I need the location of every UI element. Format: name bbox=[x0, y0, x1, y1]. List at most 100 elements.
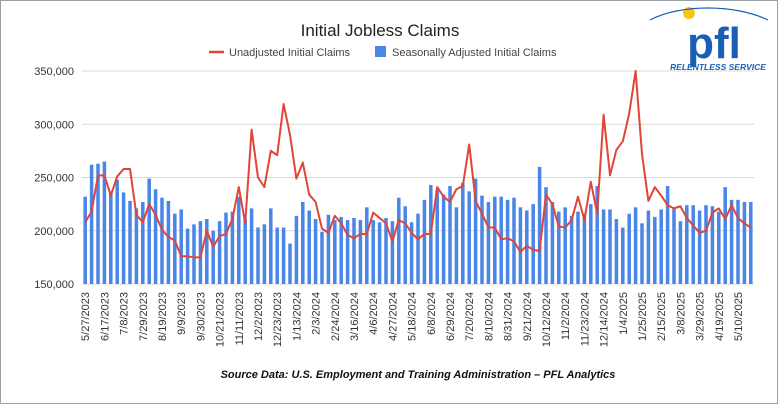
logo-dot-icon bbox=[683, 7, 695, 19]
y-tick-label: 200,000 bbox=[34, 226, 74, 238]
bar-seasonally-adjusted bbox=[173, 213, 177, 284]
bar-seasonally-adjusted bbox=[409, 222, 414, 284]
bar-seasonally-adjusted bbox=[320, 231, 324, 284]
x-tick-label: 9/9/2023 bbox=[176, 292, 188, 335]
bar-seasonally-adjusted bbox=[217, 221, 222, 284]
x-tick-label: 1/13/2024 bbox=[291, 292, 303, 341]
bar-seasonally-adjusted bbox=[704, 205, 708, 284]
bar-seasonally-adjusted bbox=[742, 201, 747, 284]
bar-seasonally-adjusted bbox=[518, 207, 523, 284]
x-tick-label: 12/23/2023 bbox=[272, 292, 284, 347]
bar-seasonally-adjusted bbox=[563, 207, 567, 284]
bar-seasonally-adjusted bbox=[685, 205, 689, 284]
y-tick-label: 250,000 bbox=[34, 173, 74, 185]
bar-seasonally-adjusted bbox=[608, 209, 612, 284]
bar-seasonally-adjusted bbox=[544, 187, 548, 284]
bar-seasonally-adjusted bbox=[109, 191, 113, 284]
bar-seasonally-adjusted bbox=[192, 224, 196, 284]
bar-seasonally-adjusted bbox=[237, 196, 241, 284]
bar-seasonally-adjusted bbox=[313, 219, 318, 284]
bar-seasonally-adjusted bbox=[205, 219, 209, 284]
logo-wordmark: pfl bbox=[687, 19, 741, 68]
x-tick-label: 4/19/2025 bbox=[714, 292, 726, 341]
bar-seasonally-adjusted bbox=[448, 186, 452, 284]
bar-seasonally-adjusted bbox=[288, 243, 292, 284]
bar-seasonally-adjusted bbox=[397, 197, 401, 284]
bar-seasonally-adjusted bbox=[582, 213, 587, 284]
bar-seasonally-adjusted bbox=[121, 192, 126, 284]
bar-seasonally-adjusted bbox=[557, 211, 561, 284]
legend-bar-swatch bbox=[375, 46, 386, 57]
bar-seasonally-adjusted bbox=[281, 227, 286, 284]
bar-seasonally-adjusted bbox=[736, 199, 740, 284]
bar-seasonally-adjusted bbox=[537, 166, 542, 284]
bar-seasonally-adjusted bbox=[467, 191, 471, 284]
x-axis: 5/27/2023 6/17/2023 7/8/2023 7/29/2023 8/19/… bbox=[80, 292, 745, 347]
bar-seasonally-adjusted bbox=[275, 227, 279, 284]
bar-seasonally-adjusted bbox=[621, 227, 625, 284]
x-tick-label: 7/20/2024 bbox=[464, 292, 476, 341]
bar-seasonally-adjusted bbox=[435, 189, 439, 284]
bar-seasonally-adjusted bbox=[505, 199, 510, 284]
x-tick-label: 12/2/2023 bbox=[253, 292, 265, 341]
bar-seasonally-adjusted bbox=[525, 210, 529, 284]
y-axis: 150,000 200,000 250,000 300,000 350,000 bbox=[34, 66, 74, 291]
x-tick-label: 2/24/2024 bbox=[330, 292, 342, 341]
bar-seasonally-adjusted bbox=[301, 201, 305, 284]
bar-seasonally-adjusted bbox=[307, 210, 311, 284]
bar-seasonally-adjusted bbox=[160, 197, 164, 284]
bar-seasonally-adjusted bbox=[230, 211, 235, 284]
bar-seasonally-adjusted bbox=[269, 208, 273, 284]
x-tick-label: 11/11/2023 bbox=[234, 292, 246, 345]
x-tick-label: 5/27/2023 bbox=[80, 292, 92, 341]
bar-seasonally-adjusted bbox=[627, 213, 631, 284]
bar-seasonally-adjusted bbox=[333, 220, 337, 284]
bar-seasonally-adjusted bbox=[294, 215, 299, 284]
legend-unadjusted-label: Unadjusted Initial Claims bbox=[229, 47, 351, 59]
bar-seasonally-adjusted bbox=[147, 178, 151, 284]
bar-seasonally-adjusted bbox=[659, 209, 663, 284]
bar-seasonally-adjusted bbox=[326, 214, 331, 284]
bar-seasonally-adjusted bbox=[480, 195, 484, 284]
bar-seasonally-adjusted bbox=[441, 194, 446, 284]
bar-seasonally-adjusted bbox=[710, 206, 715, 284]
x-tick-label: 3/8/2025 bbox=[675, 292, 687, 335]
legend: Unadjusted Initial Claims Seasonally Adj… bbox=[209, 46, 557, 59]
bar-seasonally-adjusted bbox=[749, 201, 753, 284]
bar-seasonally-adjusted bbox=[633, 207, 638, 284]
bar-seasonally-adjusted bbox=[422, 199, 427, 284]
bar-seasonally-adjusted bbox=[729, 199, 734, 284]
x-tick-label: 6/8/2024 bbox=[426, 292, 438, 335]
bar-series bbox=[83, 161, 753, 284]
x-tick-label: 9/30/2023 bbox=[195, 292, 207, 341]
y-tick-label: 150,000 bbox=[34, 279, 74, 291]
bar-seasonally-adjusted bbox=[589, 204, 593, 284]
bar-seasonally-adjusted bbox=[717, 211, 721, 284]
x-tick-label: 1/25/2025 bbox=[637, 292, 649, 341]
x-tick-label: 9/21/2024 bbox=[522, 292, 534, 341]
bar-seasonally-adjusted bbox=[198, 221, 203, 284]
x-tick-label: 4/6/2024 bbox=[368, 292, 380, 335]
pfl-logo: pfl RELENTLESS SERVICE bbox=[649, 7, 769, 72]
bar-seasonally-adjusted bbox=[128, 200, 132, 284]
bar-seasonally-adjusted bbox=[678, 221, 683, 284]
bar-seasonally-adjusted bbox=[576, 211, 580, 284]
y-tick-label: 350,000 bbox=[34, 66, 74, 78]
logo-tagline: RELENTLESS SERVICE bbox=[670, 62, 766, 72]
x-tick-label: 6/17/2023 bbox=[99, 292, 111, 341]
source-note: Source Data: U.S. Employment and Trainin… bbox=[221, 369, 616, 381]
bar-seasonally-adjusted bbox=[691, 205, 695, 284]
x-tick-label: 3/29/2025 bbox=[695, 292, 707, 341]
bar-seasonally-adjusted bbox=[384, 217, 388, 284]
bar-seasonally-adjusted bbox=[461, 182, 465, 284]
x-tick-label: 6/29/2024 bbox=[445, 292, 457, 341]
bar-seasonally-adjusted bbox=[166, 200, 171, 284]
bar-seasonally-adjusted bbox=[377, 222, 382, 284]
chart-title: Initial Jobless Claims bbox=[301, 21, 460, 40]
x-tick-label: 10/21/2023 bbox=[215, 292, 227, 347]
bar-seasonally-adjusted bbox=[134, 208, 139, 284]
bar-seasonally-adjusted bbox=[249, 208, 254, 284]
bar-seasonally-adjusted bbox=[646, 210, 651, 284]
bar-seasonally-adjusted bbox=[224, 212, 228, 284]
